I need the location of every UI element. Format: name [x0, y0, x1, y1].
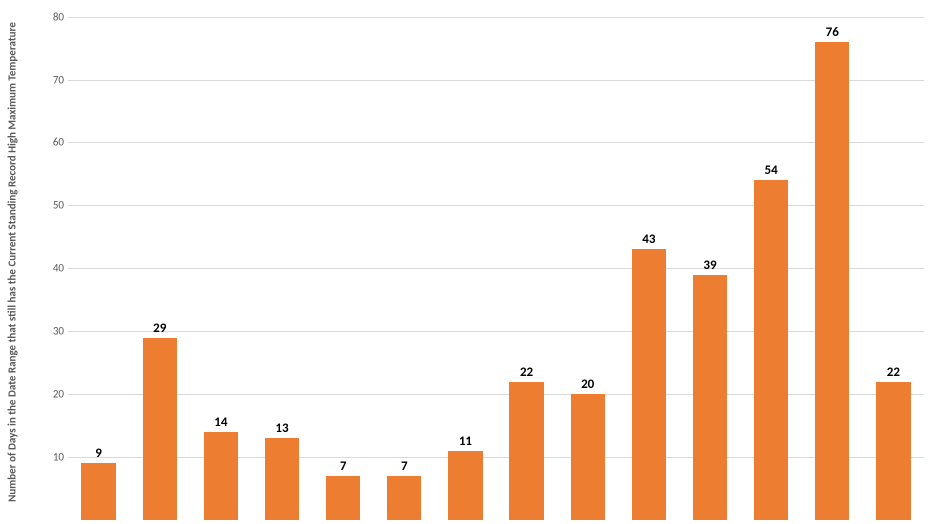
bar-value-label: 14: [214, 415, 227, 430]
bar-value-label: 43: [642, 232, 655, 247]
y-tick-label: 10: [40, 451, 64, 464]
y-tick-label: 40: [40, 262, 64, 275]
plot-area: 1020304050607080 92914137711222043395476…: [68, 4, 924, 520]
bar: [448, 451, 482, 520]
bar-value-label: 13: [275, 421, 288, 436]
bar-slot: 54: [741, 4, 802, 520]
bar: [143, 338, 177, 520]
bar-slot: 13: [251, 4, 312, 520]
record-high-days-chart: Number of Days in the Date Range that st…: [0, 0, 932, 524]
bar-slot: 7: [313, 4, 374, 520]
bar-value-label: 20: [581, 377, 594, 392]
bars-container: 9 29 14 13 7 7 11 22 20 43 39 54 76 22: [68, 4, 924, 520]
bar-value-label: 7: [401, 459, 408, 474]
bar-slot: 29: [129, 4, 190, 520]
bar-slot: 7: [374, 4, 435, 520]
y-tick-label: 80: [40, 10, 64, 23]
bar-slot: 14: [190, 4, 251, 520]
bar: [81, 463, 115, 520]
bar-value-label: 54: [765, 163, 778, 178]
bar: [754, 180, 788, 520]
bar: [509, 382, 543, 520]
bar-slot: 39: [679, 4, 740, 520]
bar-slot: 11: [435, 4, 496, 520]
bar-value-label: 22: [520, 365, 533, 380]
y-tick-label: 50: [40, 199, 64, 212]
y-tick-label: 20: [40, 388, 64, 401]
bar: [693, 275, 727, 520]
y-axis-label-text: Number of Days in the Date Range that st…: [5, 22, 18, 502]
bar-value-label: 76: [826, 25, 839, 40]
bar-slot: 76: [802, 4, 863, 520]
y-tick-label: 30: [40, 325, 64, 338]
y-tick-label: 70: [40, 73, 64, 86]
bar-value-label: 7: [340, 459, 347, 474]
bar-slot: 22: [863, 4, 924, 520]
bar-value-label: 9: [95, 446, 102, 461]
bar: [632, 249, 666, 520]
bar: [815, 42, 849, 520]
bar: [387, 476, 421, 520]
bar: [326, 476, 360, 520]
bar-value-label: 11: [459, 434, 472, 449]
bar-slot: 20: [557, 4, 618, 520]
bar-slot: 43: [618, 4, 679, 520]
bar-value-label: 22: [887, 365, 900, 380]
bar-slot: 22: [496, 4, 557, 520]
bar: [571, 394, 605, 520]
y-tick-label: 60: [40, 136, 64, 149]
bar-value-label: 29: [153, 321, 166, 336]
bar-slot: 9: [68, 4, 129, 520]
bar: [204, 432, 238, 520]
bar-value-label: 39: [703, 258, 716, 273]
bar: [265, 438, 299, 520]
bar: [876, 382, 910, 520]
